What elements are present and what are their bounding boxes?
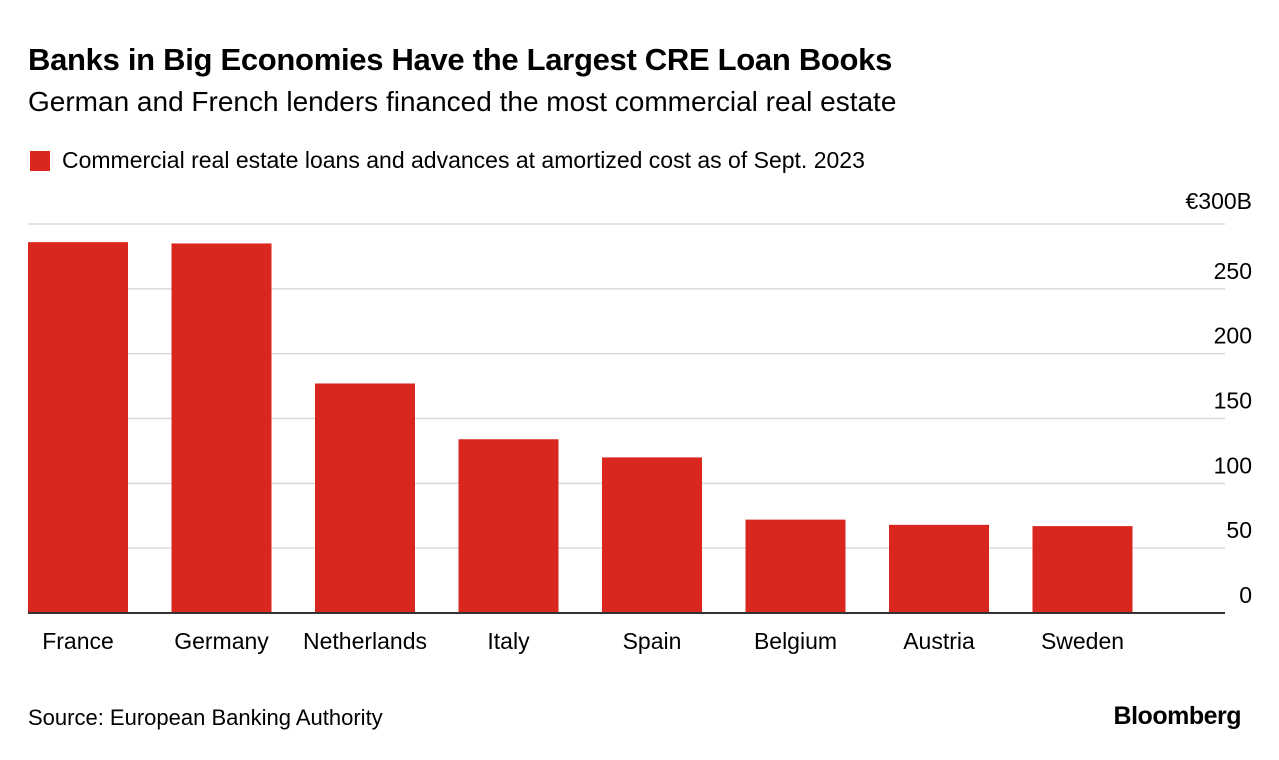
chart-title: Banks in Big Economies Have the Largest … <box>28 42 893 77</box>
chart-subtitle: German and French lenders financed the m… <box>28 86 897 117</box>
y-tick-label: €300B <box>1185 188 1252 214</box>
bar-austria <box>889 524 989 613</box>
x-tick-label: Netherlands <box>303 628 427 654</box>
y-tick-label: 150 <box>1214 388 1252 414</box>
legend-label: Commercial real estate loans and advance… <box>62 147 865 173</box>
y-tick-label: 200 <box>1214 323 1252 349</box>
bar-france <box>28 242 128 614</box>
x-tick-label: Sweden <box>1041 628 1124 654</box>
x-tick-label: Spain <box>623 628 682 654</box>
source-note: Source: European Banking Authority <box>28 705 383 730</box>
legend: Commercial real estate loans and advance… <box>30 147 865 174</box>
bar-spain <box>602 457 702 613</box>
x-tick-label: Italy <box>487 628 530 654</box>
legend-swatch <box>30 150 50 171</box>
x-tick-label: Belgium <box>754 628 837 654</box>
bar-belgium <box>745 519 846 613</box>
brand-logo: Bloomberg <box>1113 702 1242 730</box>
y-tick-label: 0 <box>1239 582 1252 608</box>
bar-germany <box>171 243 272 613</box>
x-tick-label: Germany <box>174 628 269 654</box>
y-tick-label: 50 <box>1226 517 1252 543</box>
bar-italy <box>458 439 559 613</box>
bar-sweden <box>1032 526 1133 613</box>
y-tick-label: 250 <box>1214 258 1252 284</box>
x-tick-label: France <box>42 628 114 654</box>
x-tick-label: Austria <box>903 628 975 654</box>
bar-netherlands <box>315 383 415 613</box>
y-tick-label: 100 <box>1214 452 1252 478</box>
